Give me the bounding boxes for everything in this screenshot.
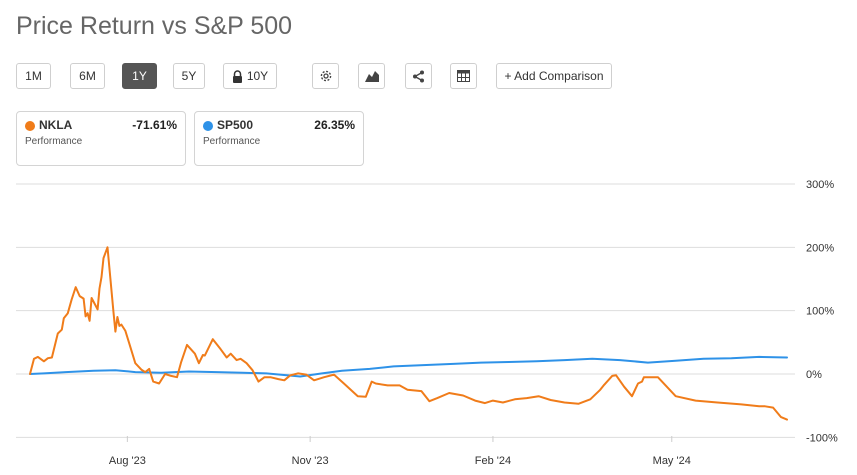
range-6m-button[interactable]: 6M: [70, 63, 105, 89]
nkla-color-dot: [25, 121, 35, 131]
share-icon: [412, 70, 425, 83]
series-line-nkla[interactable]: [29, 246, 788, 421]
settings-button[interactable]: [312, 63, 339, 89]
y-tick-label: 200%: [806, 242, 834, 254]
x-tick-label: Aug '23: [109, 455, 146, 467]
nkla-performance: -71.61%: [132, 118, 177, 132]
range-10y-button[interactable]: 10Y: [223, 63, 277, 89]
share-button[interactable]: [405, 63, 432, 89]
sp500-performance: 26.35%: [314, 118, 355, 132]
y-tick-label: -100%: [806, 432, 838, 444]
range-10y-label: 10Y: [246, 69, 269, 83]
lock-icon: [232, 69, 243, 83]
x-tick-label: Feb '24: [475, 455, 511, 467]
sp500-performance-label: Performance: [203, 136, 261, 147]
y-tick-label: 0%: [806, 369, 822, 381]
settings-icon: [319, 69, 333, 83]
add-comparison-button[interactable]: + Add Comparison: [496, 63, 612, 89]
y-tick-label: 300%: [806, 179, 834, 191]
x-tick-label: Nov '23: [292, 455, 329, 467]
table-view-button[interactable]: [450, 63, 477, 89]
x-tick-label: May '24: [653, 455, 691, 467]
table-icon: [457, 70, 470, 82]
legend-card-nkla[interactable]: NKLA -71.61% Performance: [16, 111, 186, 166]
nkla-performance-label: Performance: [25, 136, 83, 147]
chart-type-button[interactable]: [358, 63, 385, 89]
range-1m-button[interactable]: 1M: [16, 63, 51, 89]
y-tick-label: 100%: [806, 306, 834, 318]
series-line-sp500[interactable]: [29, 355, 788, 378]
nkla-ticker: NKLA: [39, 118, 73, 132]
page-title: Price Return vs S&P 500: [16, 12, 293, 40]
legend-card-sp500[interactable]: SP500 26.35% Performance: [194, 111, 364, 166]
range-1y-button[interactable]: 1Y: [122, 63, 157, 89]
chart-type-icon: [364, 70, 379, 82]
range-5y-button[interactable]: 5Y: [173, 63, 205, 89]
sp500-ticker: SP500: [217, 118, 254, 132]
sp500-color-dot: [203, 121, 213, 131]
